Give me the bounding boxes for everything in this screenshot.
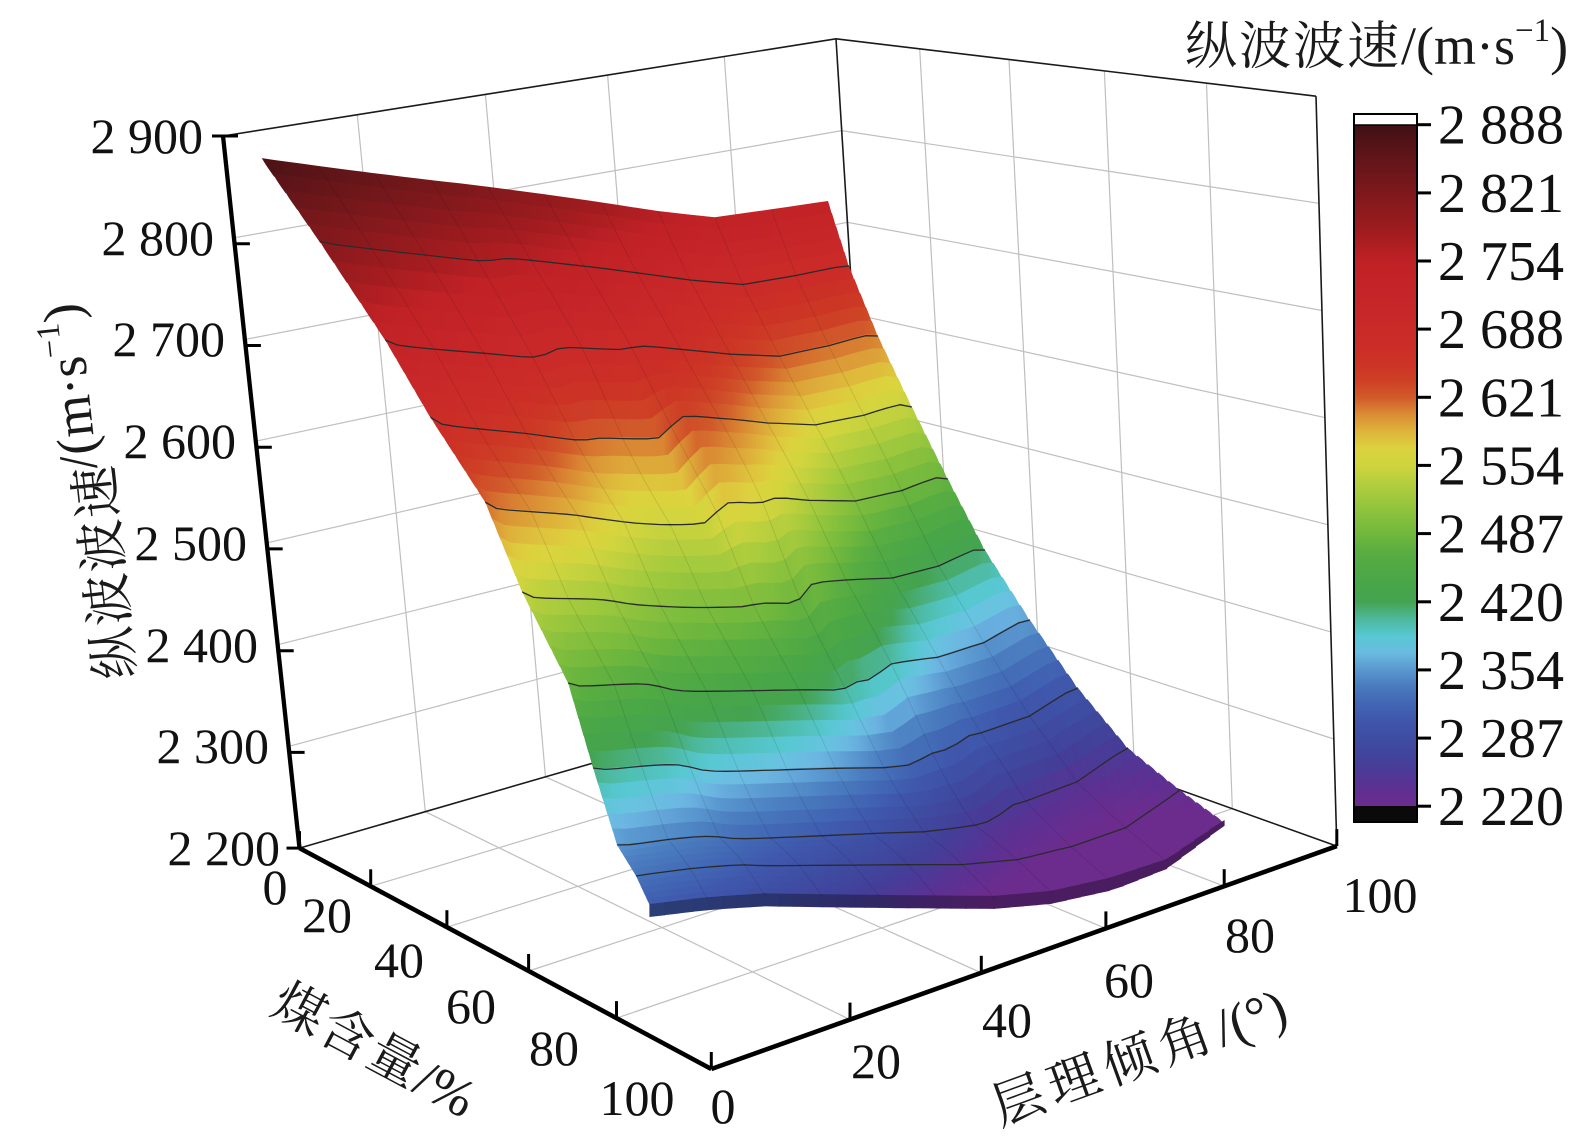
svg-text:2 287: 2 287 — [1438, 708, 1564, 770]
svg-text:2 500: 2 500 — [135, 515, 248, 571]
svg-text:60: 60 — [446, 978, 496, 1034]
svg-text:2 354: 2 354 — [1438, 640, 1564, 702]
svg-text:/(m·s−1): /(m·s−1) — [1401, 13, 1568, 76]
svg-text:20: 20 — [851, 1033, 901, 1089]
svg-text:100: 100 — [1343, 867, 1418, 923]
svg-text:2 300: 2 300 — [157, 718, 270, 774]
svg-text:2 487: 2 487 — [1438, 504, 1564, 566]
svg-text:2 600: 2 600 — [124, 413, 237, 469]
svg-text:2 554: 2 554 — [1438, 435, 1564, 497]
svg-text:2 821: 2 821 — [1438, 163, 1564, 225]
svg-text:2 400: 2 400 — [146, 617, 259, 673]
svg-text:0: 0 — [263, 859, 288, 915]
svg-text:2 700: 2 700 — [113, 311, 226, 367]
svg-text:2 900: 2 900 — [91, 108, 204, 164]
svg-text:2 800: 2 800 — [102, 210, 215, 266]
svg-text:40: 40 — [982, 992, 1032, 1048]
svg-text:2 688: 2 688 — [1438, 299, 1564, 361]
svg-text:2 888: 2 888 — [1438, 95, 1564, 157]
svg-text:80: 80 — [1225, 907, 1275, 963]
svg-text:2 220: 2 220 — [1438, 776, 1564, 838]
svg-text:20: 20 — [302, 887, 352, 943]
svg-text:2 420: 2 420 — [1438, 572, 1564, 634]
svg-text:40: 40 — [374, 932, 424, 988]
svg-text:2 754: 2 754 — [1438, 231, 1564, 293]
svg-text:100: 100 — [600, 1070, 675, 1126]
svg-text:60: 60 — [1104, 952, 1154, 1008]
svg-text:80: 80 — [529, 1020, 579, 1076]
svg-text:2 621: 2 621 — [1438, 367, 1564, 429]
svg-text:0: 0 — [711, 1078, 736, 1134]
svg-text:2 200: 2 200 — [168, 820, 281, 876]
